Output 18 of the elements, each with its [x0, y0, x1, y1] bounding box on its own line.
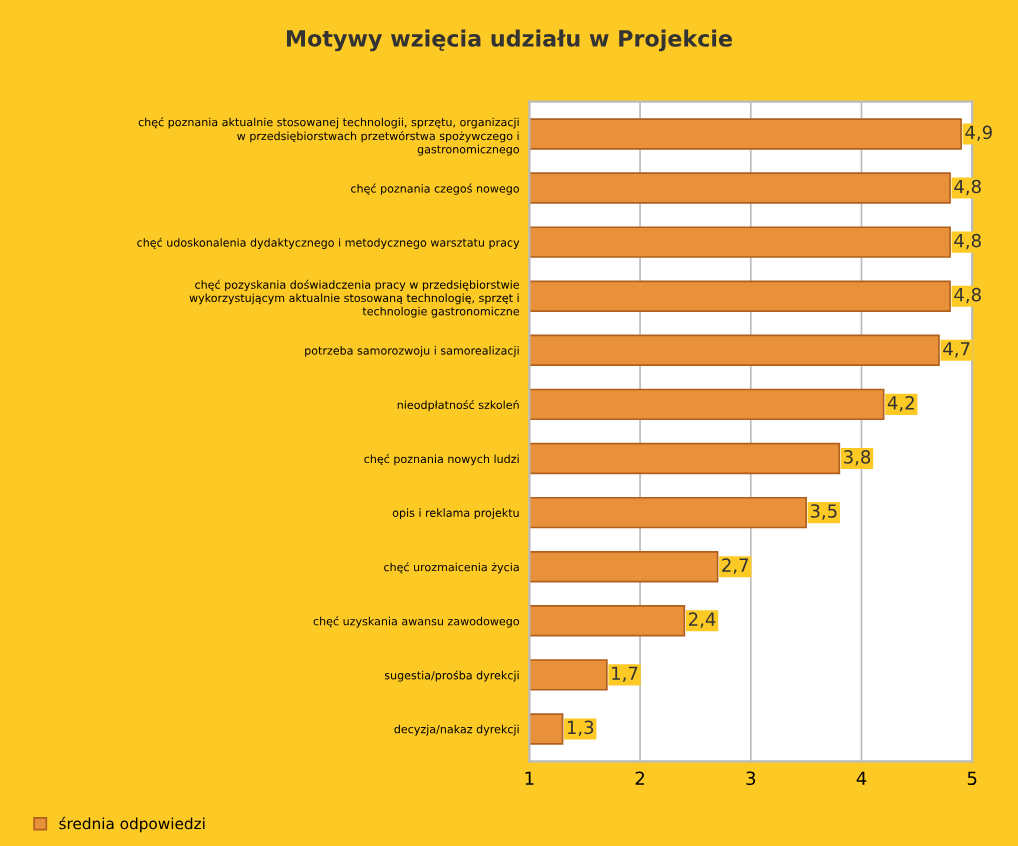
text: 3,5: [810, 504, 837, 520]
text: 4,2: [887, 396, 914, 412]
x-tick-label: 3: [746, 771, 756, 786]
text: 2,4: [688, 612, 716, 628]
text: 1,7: [612, 666, 638, 682]
text: 4,8: [954, 179, 981, 196]
text: 4,8: [954, 287, 981, 304]
text: 3,8: [844, 450, 871, 466]
chart-title: Motywy wzięcia udziału w Projekcie: [286, 29, 732, 52]
text: 4,7: [943, 342, 970, 358]
x-tick-label: 2: [635, 771, 644, 785]
text: 4,9: [965, 125, 992, 142]
x-tick-label: 5: [967, 771, 977, 786]
text: 1,3: [567, 720, 594, 737]
x-tick-label: 1: [525, 771, 534, 785]
x-tick-label: 4: [856, 771, 867, 785]
text: 4,8: [954, 233, 981, 250]
text: 2,7: [722, 558, 749, 574]
